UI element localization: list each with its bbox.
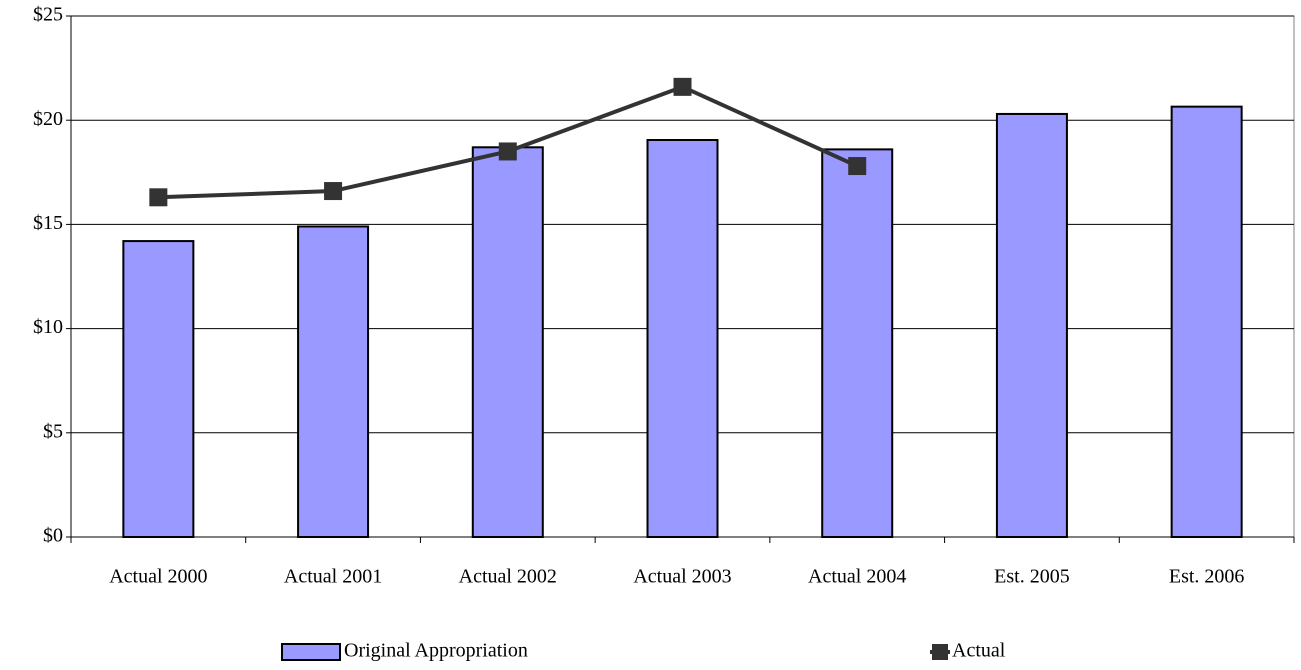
legend-label: Actual <box>952 640 1006 662</box>
bar <box>1170 105 1243 539</box>
bar <box>297 225 370 538</box>
x-tick-label: Actual 2003 <box>633 566 731 588</box>
legend-swatch <box>281 643 341 661</box>
legend-label: Original Appropriation <box>344 640 528 662</box>
x-tick-label: Actual 2000 <box>109 566 207 588</box>
marker <box>848 157 867 176</box>
y-tick-label: $10 <box>33 316 63 338</box>
marker <box>498 142 517 161</box>
x-tick-label: Est. 2005 <box>994 566 1070 588</box>
y-tick-label: $20 <box>33 108 63 130</box>
marker <box>324 182 343 201</box>
bar <box>995 112 1068 538</box>
bar <box>646 138 719 539</box>
marker <box>673 77 692 96</box>
bar <box>821 148 894 538</box>
x-tick-label: Actual 2004 <box>808 566 906 588</box>
y-tick-label: $0 <box>43 525 63 547</box>
x-tick-label: Est. 2006 <box>1169 566 1245 588</box>
x-tick-label: Actual 2001 <box>284 566 382 588</box>
legend-swatch <box>932 644 948 660</box>
x-tick-label: Actual 2002 <box>459 566 557 588</box>
marker <box>149 188 168 207</box>
bar <box>471 146 544 539</box>
y-tick-label: $25 <box>33 4 63 26</box>
bar <box>122 240 195 539</box>
y-tick-label: $5 <box>43 420 63 442</box>
y-tick-label: $15 <box>33 212 63 234</box>
